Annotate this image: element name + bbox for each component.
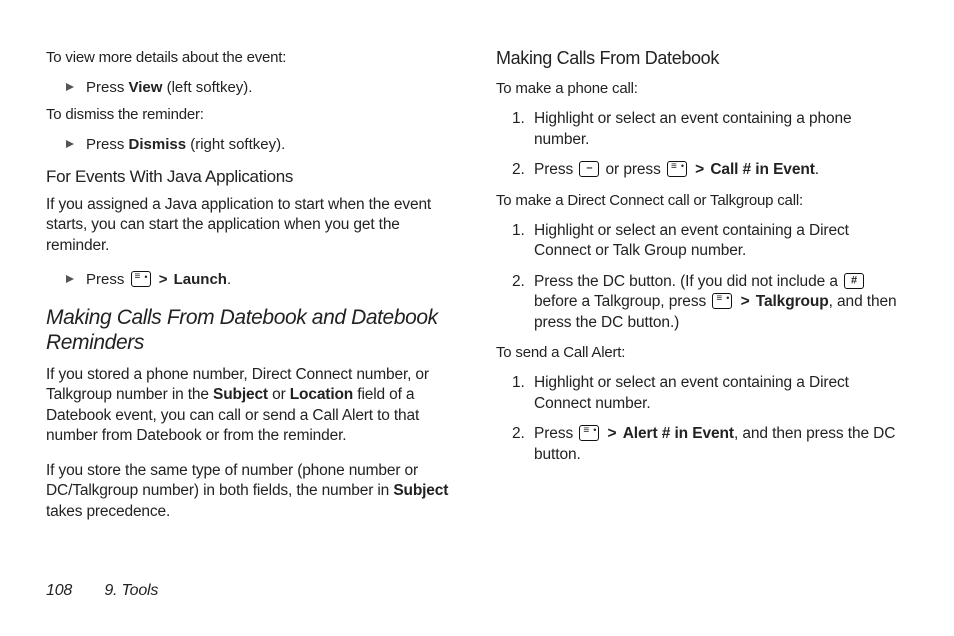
- text-part: Press: [86, 79, 129, 96]
- gt-icon: >: [693, 161, 706, 178]
- heading-java: For Events With Java Applications: [46, 167, 460, 187]
- list-item: 1. Highlight or select an event containi…: [512, 221, 910, 262]
- text-part: If you store the same type of number (ph…: [46, 462, 418, 499]
- bullet-dismiss: Press Dismiss (right softkey).: [64, 135, 460, 155]
- text-part: (right softkey).: [186, 136, 285, 153]
- left-column: To view more details about the event: Pr…: [46, 48, 460, 536]
- bold-view: View: [129, 79, 163, 96]
- list-text: Highlight or select an event containing …: [534, 373, 910, 414]
- list-dc: 1. Highlight or select an event containi…: [496, 221, 910, 333]
- intro-call-alert: To send a Call Alert:: [496, 343, 910, 363]
- text-part: Press: [534, 425, 577, 442]
- gt-icon: >: [157, 271, 170, 288]
- bullet-launch-text: Press > Launch.: [86, 270, 231, 290]
- hash-key-icon: [844, 273, 864, 289]
- text-part: .: [815, 161, 819, 178]
- bold-alert-num: Alert # in Event: [623, 425, 734, 442]
- bullet-view-text: Press View (left softkey).: [86, 78, 252, 98]
- gt-icon: >: [606, 425, 619, 442]
- list-text: Highlight or select an event containing …: [534, 109, 910, 150]
- page: To view more details about the event: Pr…: [0, 0, 954, 536]
- list-text: Press > Alert # in Event, and then press…: [534, 424, 910, 465]
- intro-view-details: To view more details about the event:: [46, 48, 460, 68]
- list-item: 2. Press or press > Call # in Event.: [512, 160, 910, 180]
- menu-key-icon: [667, 161, 687, 177]
- list-item: 2. Press the DC button. (If you did not …: [512, 272, 910, 333]
- list-item: 1. Highlight or select an event containi…: [512, 109, 910, 150]
- list-number: 1.: [512, 221, 534, 241]
- bold-location: Location: [290, 386, 353, 403]
- page-footer: 108 9. Tools: [46, 582, 158, 600]
- making-p2: If you store the same type of number (ph…: [46, 461, 460, 522]
- intro-dc-call: To make a Direct Connect call or Talkgro…: [496, 191, 910, 211]
- menu-key-icon: [579, 425, 599, 441]
- bullet-arrow-icon: [64, 138, 76, 150]
- bold-subject-2: Subject: [393, 482, 448, 499]
- bold-call-num: Call # in Event: [710, 161, 814, 178]
- bullet-arrow-icon: [64, 81, 76, 93]
- bullet-arrow-icon: [64, 273, 76, 285]
- text-part: takes precedence.: [46, 503, 170, 520]
- list-number: 2.: [512, 424, 534, 444]
- list-text: Highlight or select an event containing …: [534, 221, 910, 262]
- text-part: Press the DC button. (If you did not inc…: [534, 273, 842, 290]
- list-number: 1.: [512, 109, 534, 129]
- bold-dismiss: Dismiss: [129, 136, 187, 153]
- bullet-view: Press View (left softkey).: [64, 78, 460, 98]
- list-number: 2.: [512, 160, 534, 180]
- bold-launch: Launch: [174, 271, 227, 288]
- bullet-dismiss-text: Press Dismiss (right softkey).: [86, 135, 285, 155]
- list-text: Press or press > Call # in Event.: [534, 160, 819, 180]
- text-part: (left softkey).: [162, 79, 252, 96]
- list-item: 2. Press > Alert # in Event, and then pr…: [512, 424, 910, 465]
- list-number: 2.: [512, 272, 534, 292]
- right-column: Making Calls From Datebook To make a pho…: [496, 48, 910, 536]
- bold-talkgroup: Talkgroup: [756, 293, 829, 310]
- making-p1: If you stored a phone number, Direct Con…: [46, 365, 460, 447]
- text-part: before a Talkgroup, press: [534, 293, 710, 310]
- list-text: Press the DC button. (If you did not inc…: [534, 272, 910, 333]
- text-part: Press: [534, 161, 577, 178]
- heading-right: Making Calls From Datebook: [496, 48, 910, 69]
- menu-key-icon: [712, 293, 732, 309]
- ok-key-icon: [579, 161, 599, 177]
- text-part: Press: [86, 136, 129, 153]
- bullet-launch: Press > Launch.: [64, 270, 460, 290]
- page-number: 108: [46, 582, 72, 599]
- menu-key-icon: [131, 271, 151, 287]
- list-phone: 1. Highlight or select an event containi…: [496, 109, 910, 180]
- heading-making-calls: Making Calls From Datebook and Datebook …: [46, 305, 460, 355]
- bold-subject: Subject: [213, 386, 268, 403]
- intro-dismiss: To dismiss the reminder:: [46, 105, 460, 125]
- list-item: 1. Highlight or select an event containi…: [512, 373, 910, 414]
- list-number: 1.: [512, 373, 534, 393]
- intro-phone-call: To make a phone call:: [496, 79, 910, 99]
- text-part: .: [227, 271, 231, 288]
- text-part: Press: [86, 271, 129, 288]
- section-label: 9. Tools: [104, 582, 158, 599]
- list-alert: 1. Highlight or select an event containi…: [496, 373, 910, 465]
- text-part: or press: [601, 161, 665, 178]
- java-body: If you assigned a Java application to st…: [46, 195, 460, 256]
- text-part: or: [268, 386, 290, 403]
- gt-icon: >: [739, 293, 752, 310]
